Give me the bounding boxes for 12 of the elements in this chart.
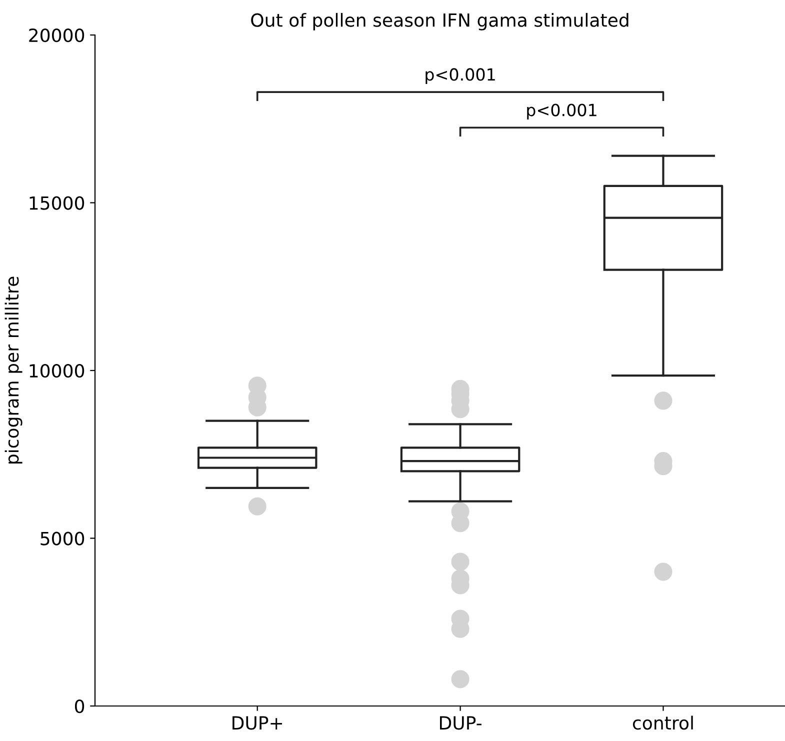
annotation: p<0.001 [527,104,596,120]
y-axis-title: picogram per millitre [4,276,22,464]
x-tick-label: DUP+ [232,716,282,730]
y-tick-label: 10000 [30,364,84,378]
y-tick-label: 15000 [30,196,84,210]
x-tick-label: control [632,716,693,730]
y-tick-label: 0 [74,699,84,714]
y-tick-label: 5000 [40,532,84,546]
x-tick-label: DUP- [440,716,482,730]
annotation: p<0.001 [426,68,495,84]
chart-title: Out of pollen season IFN gama stimulated [251,12,628,30]
y-tick-label: 20000 [29,28,84,42]
